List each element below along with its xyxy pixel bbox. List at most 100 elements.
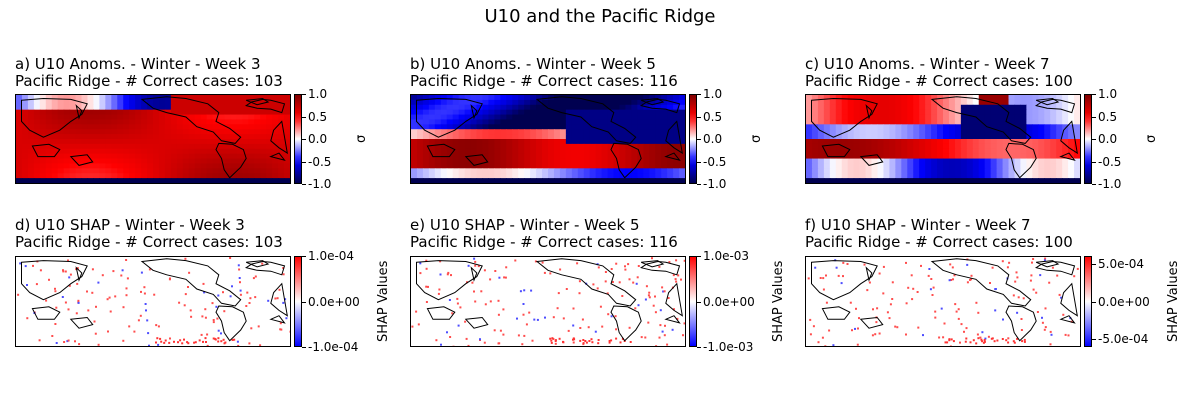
heatmap-cell	[1056, 99, 1063, 106]
heatmap-cell	[16, 124, 23, 130]
heatmap-cell	[595, 158, 603, 165]
heatmap-cell	[21, 124, 29, 130]
heatmap-cell	[482, 178, 490, 183]
heatmap-cell	[907, 124, 914, 130]
heatmap-cell	[1044, 158, 1051, 165]
heatmap-cell	[488, 158, 495, 165]
heatmap-cell	[141, 95, 148, 101]
heatmap-cell	[877, 124, 885, 130]
heatmap-cell	[21, 178, 29, 183]
heatmap-cell	[87, 168, 95, 174]
heatmap-cell	[673, 104, 680, 111]
heatmap-cell	[278, 134, 285, 140]
panel-e-title-line1: e) U10 SHAP - Winter - Week 5	[410, 216, 640, 234]
heatmap-cell	[69, 148, 77, 155]
heatmap-cell	[613, 104, 621, 111]
shap-pixel	[604, 271, 607, 273]
heatmap-cell	[984, 148, 992, 155]
heatmap-cell	[1020, 119, 1027, 125]
shap-pixel	[206, 344, 209, 346]
heatmap-cell	[583, 104, 591, 111]
heatmap-cell	[482, 148, 490, 155]
shap-pixel	[419, 262, 422, 265]
heatmap-cell	[458, 109, 466, 116]
heatmap-cell	[937, 139, 944, 145]
heatmap-cell	[153, 134, 160, 140]
heatmap-cell	[1074, 95, 1080, 101]
heatmap-cell	[996, 153, 1004, 160]
figure-suptitle: U10 and the Pacific Ridge	[484, 6, 716, 27]
heatmap-cell	[966, 134, 974, 140]
heatmap-cell	[841, 114, 849, 121]
heatmap-cell	[218, 168, 226, 174]
heatmap-cell	[458, 173, 466, 179]
heatmap-cell	[99, 124, 106, 130]
heatmap-cell	[559, 158, 567, 165]
heatmap-cell	[984, 109, 992, 116]
heatmap-cell	[135, 99, 142, 106]
heatmap-cell	[895, 124, 902, 130]
heatmap-cell	[583, 173, 591, 179]
heatmap-cell	[16, 129, 23, 135]
heatmap-cell	[111, 104, 118, 111]
heatmap-cell	[931, 173, 938, 179]
colorbar-tickmark	[302, 347, 306, 348]
heatmap-cell	[446, 139, 454, 145]
shap-pixel	[125, 259, 128, 261]
heatmap-cell	[595, 168, 603, 174]
heatmap-cell	[500, 163, 507, 169]
heatmap-cell	[1020, 163, 1027, 169]
heatmap-cell	[679, 158, 685, 165]
heatmap-cell	[242, 104, 249, 111]
heatmap-cell	[153, 148, 160, 155]
heatmap-cell	[553, 168, 561, 174]
shap-pixel	[259, 344, 262, 346]
heatmap-cell	[536, 104, 543, 111]
heatmap-cell	[188, 99, 196, 106]
heatmap-cell	[1032, 168, 1039, 174]
heatmap-cell	[99, 163, 106, 169]
shap-pixel	[920, 264, 922, 267]
heatmap-cell	[631, 168, 638, 174]
heatmap-cell	[422, 114, 430, 121]
heatmap-cell	[51, 109, 59, 116]
heatmap-cell	[607, 114, 615, 121]
heatmap-cell	[206, 143, 214, 150]
heatmap-cell	[907, 114, 914, 121]
heatmap-cell	[937, 134, 944, 140]
heatmap-cell	[643, 95, 650, 101]
heatmap-cell	[482, 124, 490, 130]
shap-pixel	[211, 302, 214, 305]
shap-pixel	[592, 283, 595, 286]
shap-pixel	[965, 327, 968, 330]
heatmap-cell	[182, 158, 190, 165]
heatmap-cell	[565, 109, 573, 116]
shap-pixel	[121, 269, 124, 272]
heatmap-cell	[194, 153, 202, 160]
heatmap-cell	[1044, 114, 1051, 121]
heatmap-cell	[224, 95, 232, 101]
heatmap-cell	[1068, 129, 1075, 135]
heatmap-cell	[835, 134, 843, 140]
heatmap-cell	[972, 143, 980, 150]
heatmap-cell	[667, 163, 674, 169]
heatmap-cell	[147, 134, 154, 140]
heatmap-cell	[117, 129, 124, 135]
shap-pixel	[628, 278, 631, 281]
heatmap-cell	[996, 158, 1004, 165]
shap-pixel	[996, 339, 999, 342]
heatmap-cell	[530, 178, 537, 183]
heatmap-cell	[194, 163, 202, 169]
heatmap-cell	[859, 114, 867, 121]
heatmap-cell	[889, 148, 896, 155]
heatmap-cell	[1002, 124, 1010, 130]
heatmap-cell	[637, 163, 644, 169]
shap-pixel	[456, 297, 459, 300]
heatmap-cell	[482, 104, 490, 111]
heatmap-cell	[536, 148, 543, 155]
shap-pixel	[122, 306, 125, 309]
heatmap-cell	[458, 99, 466, 106]
heatmap-cell	[1032, 129, 1039, 135]
heatmap-cell	[272, 114, 279, 121]
shap-pixel	[282, 267, 285, 269]
